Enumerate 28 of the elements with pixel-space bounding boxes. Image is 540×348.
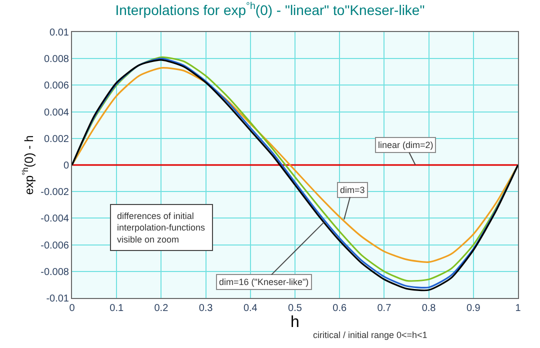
y-tick-label: 0.01 <box>50 28 70 38</box>
x-tick-label: 0.4 <box>243 303 258 314</box>
x-tick-label: 0.9 <box>466 303 481 314</box>
y-tick-label: 0 <box>63 160 70 172</box>
x-tick-label: 0.8 <box>422 303 436 314</box>
x-tick-label: 0.7 <box>377 303 392 314</box>
y-tick-label: 0.004 <box>44 107 70 118</box>
x-tick-label: 0.2 <box>154 303 169 314</box>
y-tick-label: -0.008 <box>40 266 70 278</box>
chart-title: Interpolations for exp$^{°h}$(0) - "linear" to"Kneser-like" <box>115 1 425 18</box>
y-tick-label: 0.002 <box>44 134 70 145</box>
y-tick-label: -0.004 <box>40 214 70 225</box>
x-tick-label: 0.3 <box>198 303 214 314</box>
x-tick-label: 0.6 <box>332 303 347 314</box>
annotation: linear (dim=2) <box>378 140 434 150</box>
annotation: differences of initial interpolation-functions visible on zoom <box>117 211 206 244</box>
y-tick-label: -0.006 <box>40 240 70 252</box>
annotation: dim=3 <box>340 185 365 195</box>
text: ciritical / initial range 0<=h<1 <box>313 330 428 340</box>
y-tick-label: 0.006 <box>44 80 70 92</box>
annotation: dim=16 ("Kneser-like") <box>219 277 309 287</box>
x-tick-label: 0.1 <box>110 303 124 314</box>
x-axis-title: h <box>290 314 300 331</box>
y-tick-label: 0.008 <box>44 54 70 66</box>
y-tick-label: -0.01 <box>46 294 70 304</box>
x-tick-label: 1 <box>515 303 522 314</box>
x-tick-label: 0.5 <box>288 303 302 314</box>
y-tick-label: -0.002 <box>40 187 70 198</box>
